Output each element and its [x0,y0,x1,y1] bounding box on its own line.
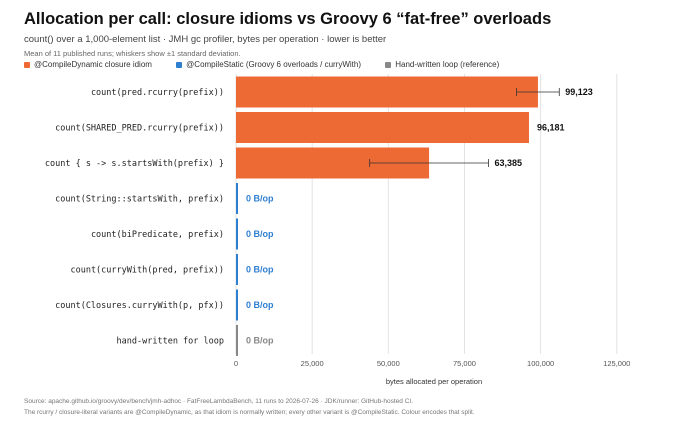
x-tick-label: 125,000 [603,359,630,368]
legend-item-loop: Hand-written loop (reference) [385,60,499,69]
footer-note: The rcurry / closure-literal variants ar… [24,409,475,416]
legend: @CompileDynamic closure idiom @CompileSt… [24,60,521,70]
x-tick-label: 50,000 [377,359,400,368]
value-label: 0 B/op [246,336,274,346]
category-label: count(Closures.curryWith(p, pfx)) [55,301,224,311]
x-tick-label: 25,000 [301,359,324,368]
legend-item-static: @CompileStatic (Groovy 6 overloads / cur… [176,60,361,69]
category-label: count(curryWith(pred, prefix)) [70,266,224,276]
value-label: 99,123 [565,87,593,97]
x-tick-label: 75,000 [453,359,476,368]
value-label: 0 B/op [246,229,274,239]
value-label: 0 B/op [246,265,274,275]
bar [236,183,238,214]
value-label: 0 B/op [246,194,274,204]
bar [236,112,529,143]
legend-swatch-static [176,61,183,68]
chart-note: Mean of 11 published runs; whiskers show… [24,49,241,58]
legend-swatch-dynamic [24,61,30,68]
legend-label-loop: Hand-written loop (reference) [395,60,500,69]
bar [236,289,238,321]
value-label: 63,385 [494,158,522,168]
legend-item-dynamic: @CompileDynamic closure idiom [24,60,152,69]
legend-swatch-loop [385,61,392,68]
value-label: 0 B/op [246,300,274,310]
x-tick-label: 0 [234,359,238,368]
legend-label-dynamic: @CompileDynamic closure idiom [34,60,152,69]
bar [236,76,538,108]
legend-label-static: @CompileStatic (Groovy 6 overloads / cur… [186,60,362,69]
category-label: count { s -> s.startsWith(prefix) } [45,159,224,169]
footer-source: Source: apache.github.io/groovy/dev/benc… [24,398,414,405]
bar [236,254,238,285]
category-label: count(String::startsWith, prefix) [55,195,224,205]
chart-title: Allocation per call: closure idioms vs G… [24,10,552,28]
category-label: count(SHARED_PRED.rcurry(prefix)) [55,124,224,134]
x-axis-title: bytes allocated per operation [386,377,482,386]
category-label: count(biPredicate, prefix) [91,230,224,240]
category-label: hand-written for loop [117,337,224,347]
x-tick-label: 100,000 [527,359,554,368]
value-label: 96,181 [537,123,565,133]
chart-subtitle: count() over a 1,000-element list · JMH … [24,34,387,45]
category-label: count(pred.rcurry(prefix)) [91,88,224,98]
bar [236,325,238,356]
bar [236,218,238,250]
